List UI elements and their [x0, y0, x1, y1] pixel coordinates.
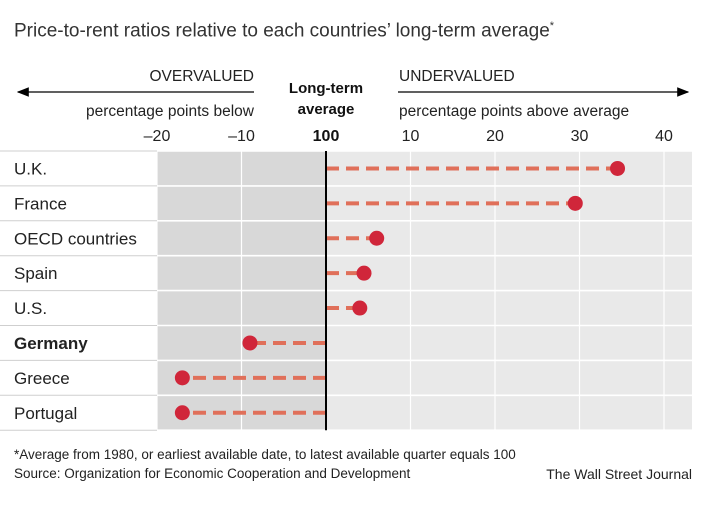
- x-tick-label: 10: [402, 128, 420, 145]
- category-label: Greece: [14, 369, 70, 388]
- category-label: OECD countries: [14, 229, 137, 248]
- category-label: U.K.: [14, 159, 47, 178]
- category-label: Spain: [14, 264, 57, 283]
- publisher-credit: The Wall Street Journal: [546, 466, 692, 482]
- category-labels: U.K. France OECD countries Spain U.S. Germany…: [14, 159, 137, 422]
- value-dot: [242, 335, 258, 351]
- overvalued-label: OVERVALUED: [149, 68, 254, 85]
- category-label: U.S.: [14, 299, 47, 318]
- value-dot: [369, 230, 385, 246]
- long-term-label: Long-term: [289, 80, 363, 97]
- chart-header: OVERVALUED percentage points below UNDER…: [16, 68, 690, 120]
- footnote: *Average from 1980, or earliest availabl…: [14, 447, 516, 462]
- title-footnote-marker: *: [549, 20, 555, 32]
- overvalued-sublabel: percentage points below: [86, 103, 255, 120]
- undervalued-label: UNDERVALUED: [399, 68, 515, 85]
- value-dot: [352, 300, 368, 316]
- value-dot: [356, 265, 372, 281]
- value-dot: [174, 405, 190, 421]
- source-note: Source: Organization for Economic Cooper…: [14, 466, 411, 481]
- average-label: average: [298, 101, 355, 118]
- x-tick-label: –20: [144, 128, 171, 145]
- gridlines: [0, 150, 692, 432]
- value-dot: [567, 195, 583, 211]
- value-dot: [610, 160, 626, 176]
- data-marks: [174, 160, 626, 421]
- x-tick-label: 100: [313, 128, 340, 145]
- category-label: Portugal: [14, 404, 77, 423]
- chart-title-text: Price-to-rent ratios relative to each co…: [14, 20, 550, 42]
- category-label: France: [14, 194, 67, 213]
- x-tick-label: 20: [486, 128, 504, 145]
- x-tick-labels: –20 –10 100 10 20 30 40: [144, 128, 673, 145]
- value-dot: [174, 370, 190, 386]
- undervalued-sublabel: percentage points above average: [399, 103, 629, 120]
- category-label: Germany: [14, 334, 88, 353]
- x-tick-label: –10: [228, 128, 255, 145]
- x-tick-label: 30: [571, 128, 589, 145]
- chart-title: Price-to-rent ratios relative to each co…: [14, 20, 554, 42]
- x-tick-label: 40: [655, 128, 673, 145]
